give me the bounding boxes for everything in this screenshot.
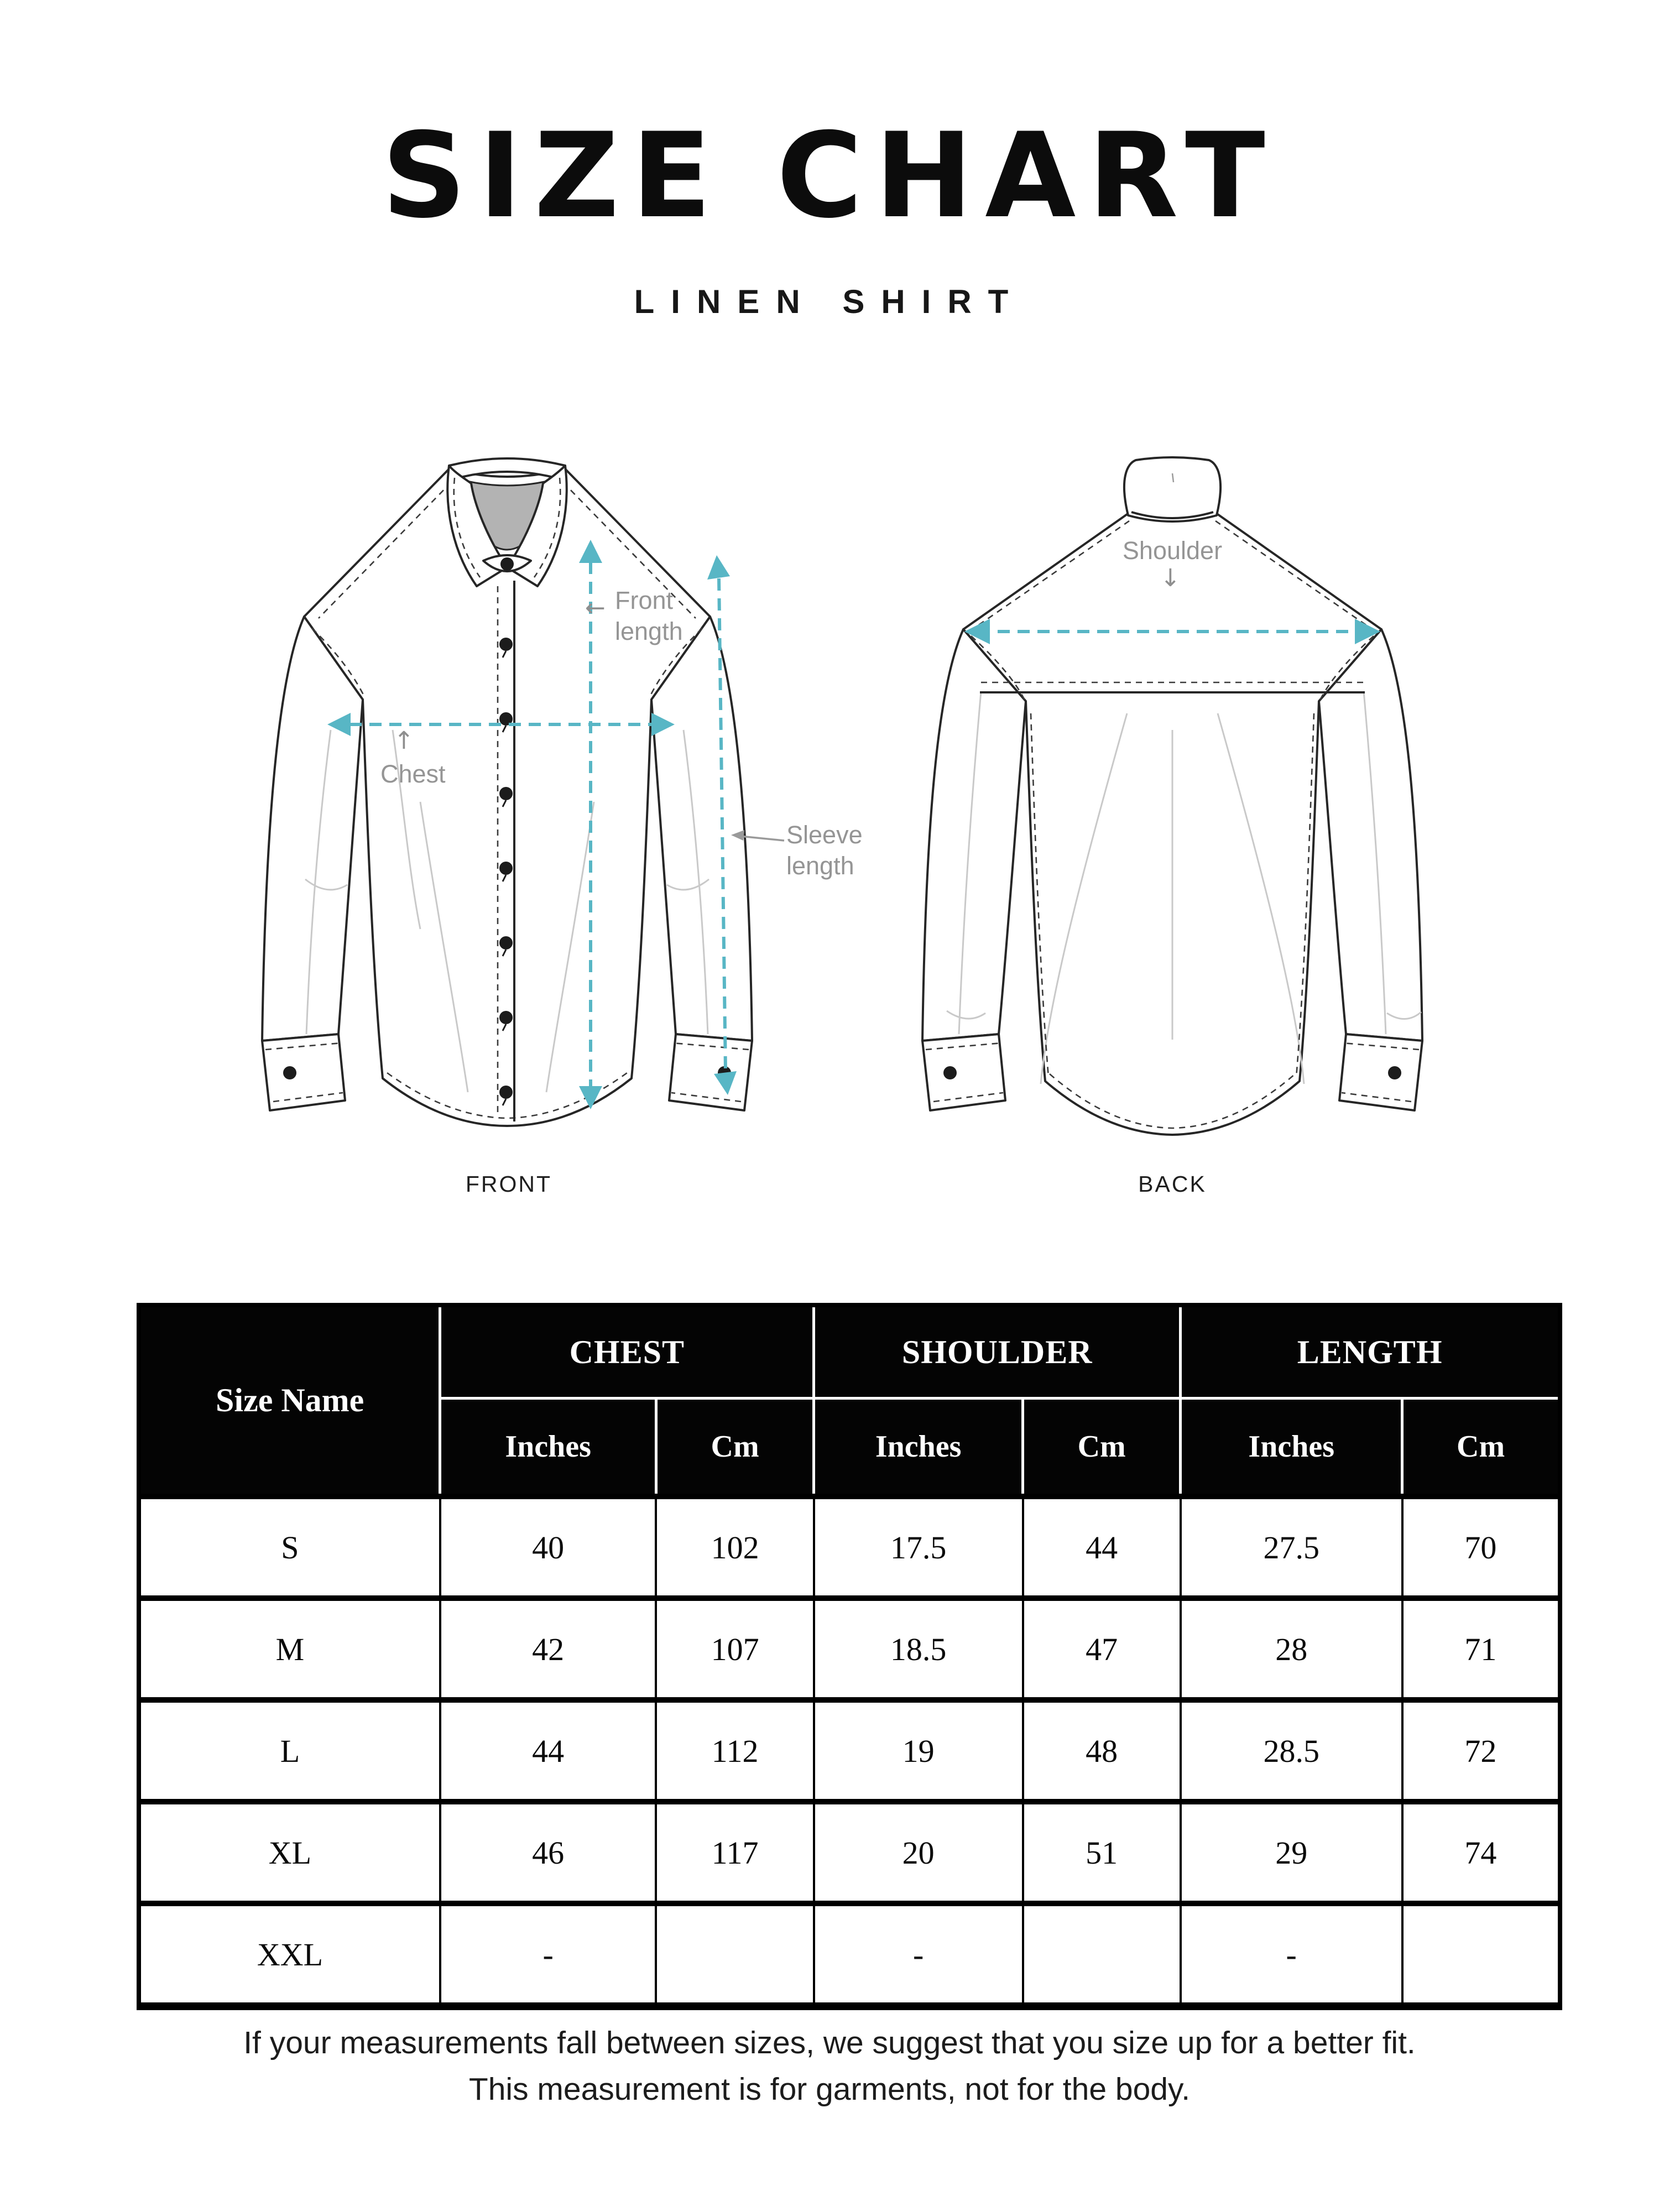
value-cell: 48 (1021, 1697, 1182, 1804)
value-cell: 28 (1179, 1595, 1404, 1703)
value-cell: 44 (439, 1697, 658, 1804)
value-cell: 28.5 (1179, 1697, 1404, 1804)
table-row: XL 46 117 20 51 29 74 (138, 1799, 1562, 1906)
size-name-header: Size Name (137, 1303, 442, 1498)
chest-arrow (327, 713, 675, 736)
value-cell: 29 (1179, 1799, 1404, 1906)
table-row: L 44 112 19 48 28.5 72 (138, 1697, 1562, 1804)
value-cell: 112 (655, 1697, 815, 1804)
value-cell: 40 (439, 1494, 658, 1601)
table-row: M 42 107 18.5 47 28 71 (138, 1595, 1562, 1703)
unit-header: Inches (1179, 1397, 1404, 1498)
value-cell: 42 (439, 1595, 658, 1703)
value-cell: 20 (812, 1799, 1024, 1906)
sleeve-length-annotation: Sleeve length (786, 821, 863, 880)
group-header-length: LENGTH (1179, 1303, 1562, 1400)
value-cell: 70 (1401, 1494, 1562, 1601)
arrow-up-icon: ↑ (394, 727, 414, 755)
front-length-arrow (579, 540, 602, 1109)
unit-header: Cm (654, 1397, 816, 1498)
size-cell: S (138, 1494, 441, 1601)
unit-header: Cm (1021, 1397, 1182, 1498)
size-cell: XL (138, 1799, 441, 1906)
value-cell: 117 (655, 1799, 815, 1906)
front-shirt-illustration (261, 457, 785, 1127)
value-cell: 47 (1021, 1595, 1182, 1703)
arrow-left-icon: ← (585, 594, 606, 622)
footer-note: If your measurements fall between sizes,… (0, 2020, 1659, 2113)
value-cell: 107 (655, 1595, 815, 1703)
value-cell: 17.5 (812, 1494, 1024, 1601)
arrow-down-icon: ↓ (1160, 564, 1181, 592)
value-cell: 27.5 (1179, 1494, 1404, 1601)
group-header-chest: CHEST (439, 1303, 816, 1400)
value-cell (1401, 1901, 1562, 2010)
value-cell: 71 (1401, 1595, 1562, 1703)
front-length-annotation: Front length (615, 586, 683, 645)
value-cell: - (439, 1901, 658, 2010)
value-cell: 74 (1401, 1799, 1562, 1906)
chest-annotation: Chest (380, 760, 446, 788)
back-caption: BACK (1138, 1171, 1207, 1197)
footer-line-1: If your measurements fall between sizes,… (243, 2025, 1416, 2060)
unit-header: Cm (1401, 1397, 1562, 1498)
size-cell: XXL (138, 1901, 441, 2010)
size-table-section: Size Name CHEST SHOULDER LENGTH Inches C… (137, 1303, 1562, 2010)
group-header-shoulder: SHOULDER (812, 1303, 1182, 1400)
size-table: Size Name CHEST SHOULDER LENGTH Inches C… (137, 1303, 1562, 2010)
value-cell: - (1179, 1901, 1404, 2010)
value-cell: - (812, 1901, 1024, 2010)
value-cell: 51 (1021, 1799, 1182, 1906)
page-title: SIZE CHART (382, 107, 1277, 244)
front-caption: FRONT (465, 1171, 552, 1197)
value-cell (1021, 1901, 1182, 2010)
page-subtitle: LINEN SHIRT (634, 283, 1025, 320)
footer-line-2: This measurement is for garments, not fo… (468, 2072, 1191, 2107)
table-row: S 40 102 17.5 44 27.5 70 (138, 1494, 1562, 1601)
size-cell: L (138, 1697, 441, 1804)
shoulder-arrow (964, 619, 1380, 644)
size-cell: M (138, 1595, 441, 1703)
value-cell (655, 1901, 815, 2010)
value-cell: 44 (1021, 1494, 1182, 1601)
front-shirt-figure: Front length ← Chest ↑ Sleeve length (254, 453, 874, 1161)
sleeve-length-arrow (707, 555, 737, 1095)
value-cell: 46 (439, 1799, 658, 1906)
table-row: XXL - - - (138, 1901, 1562, 2010)
back-shirt-illustration (921, 456, 1423, 1136)
value-cell: 19 (812, 1697, 1024, 1804)
unit-header: Inches (439, 1397, 658, 1498)
back-shirt-figure: Shoulder ↓ (912, 453, 1460, 1161)
sleeve-length-pointer-icon (731, 830, 785, 842)
shoulder-annotation: Shoulder (1122, 536, 1223, 565)
front-buttons (499, 638, 513, 1106)
value-cell: 102 (655, 1494, 815, 1601)
unit-header: Inches (812, 1397, 1024, 1498)
value-cell: 18.5 (812, 1595, 1024, 1703)
value-cell: 72 (1401, 1697, 1562, 1804)
